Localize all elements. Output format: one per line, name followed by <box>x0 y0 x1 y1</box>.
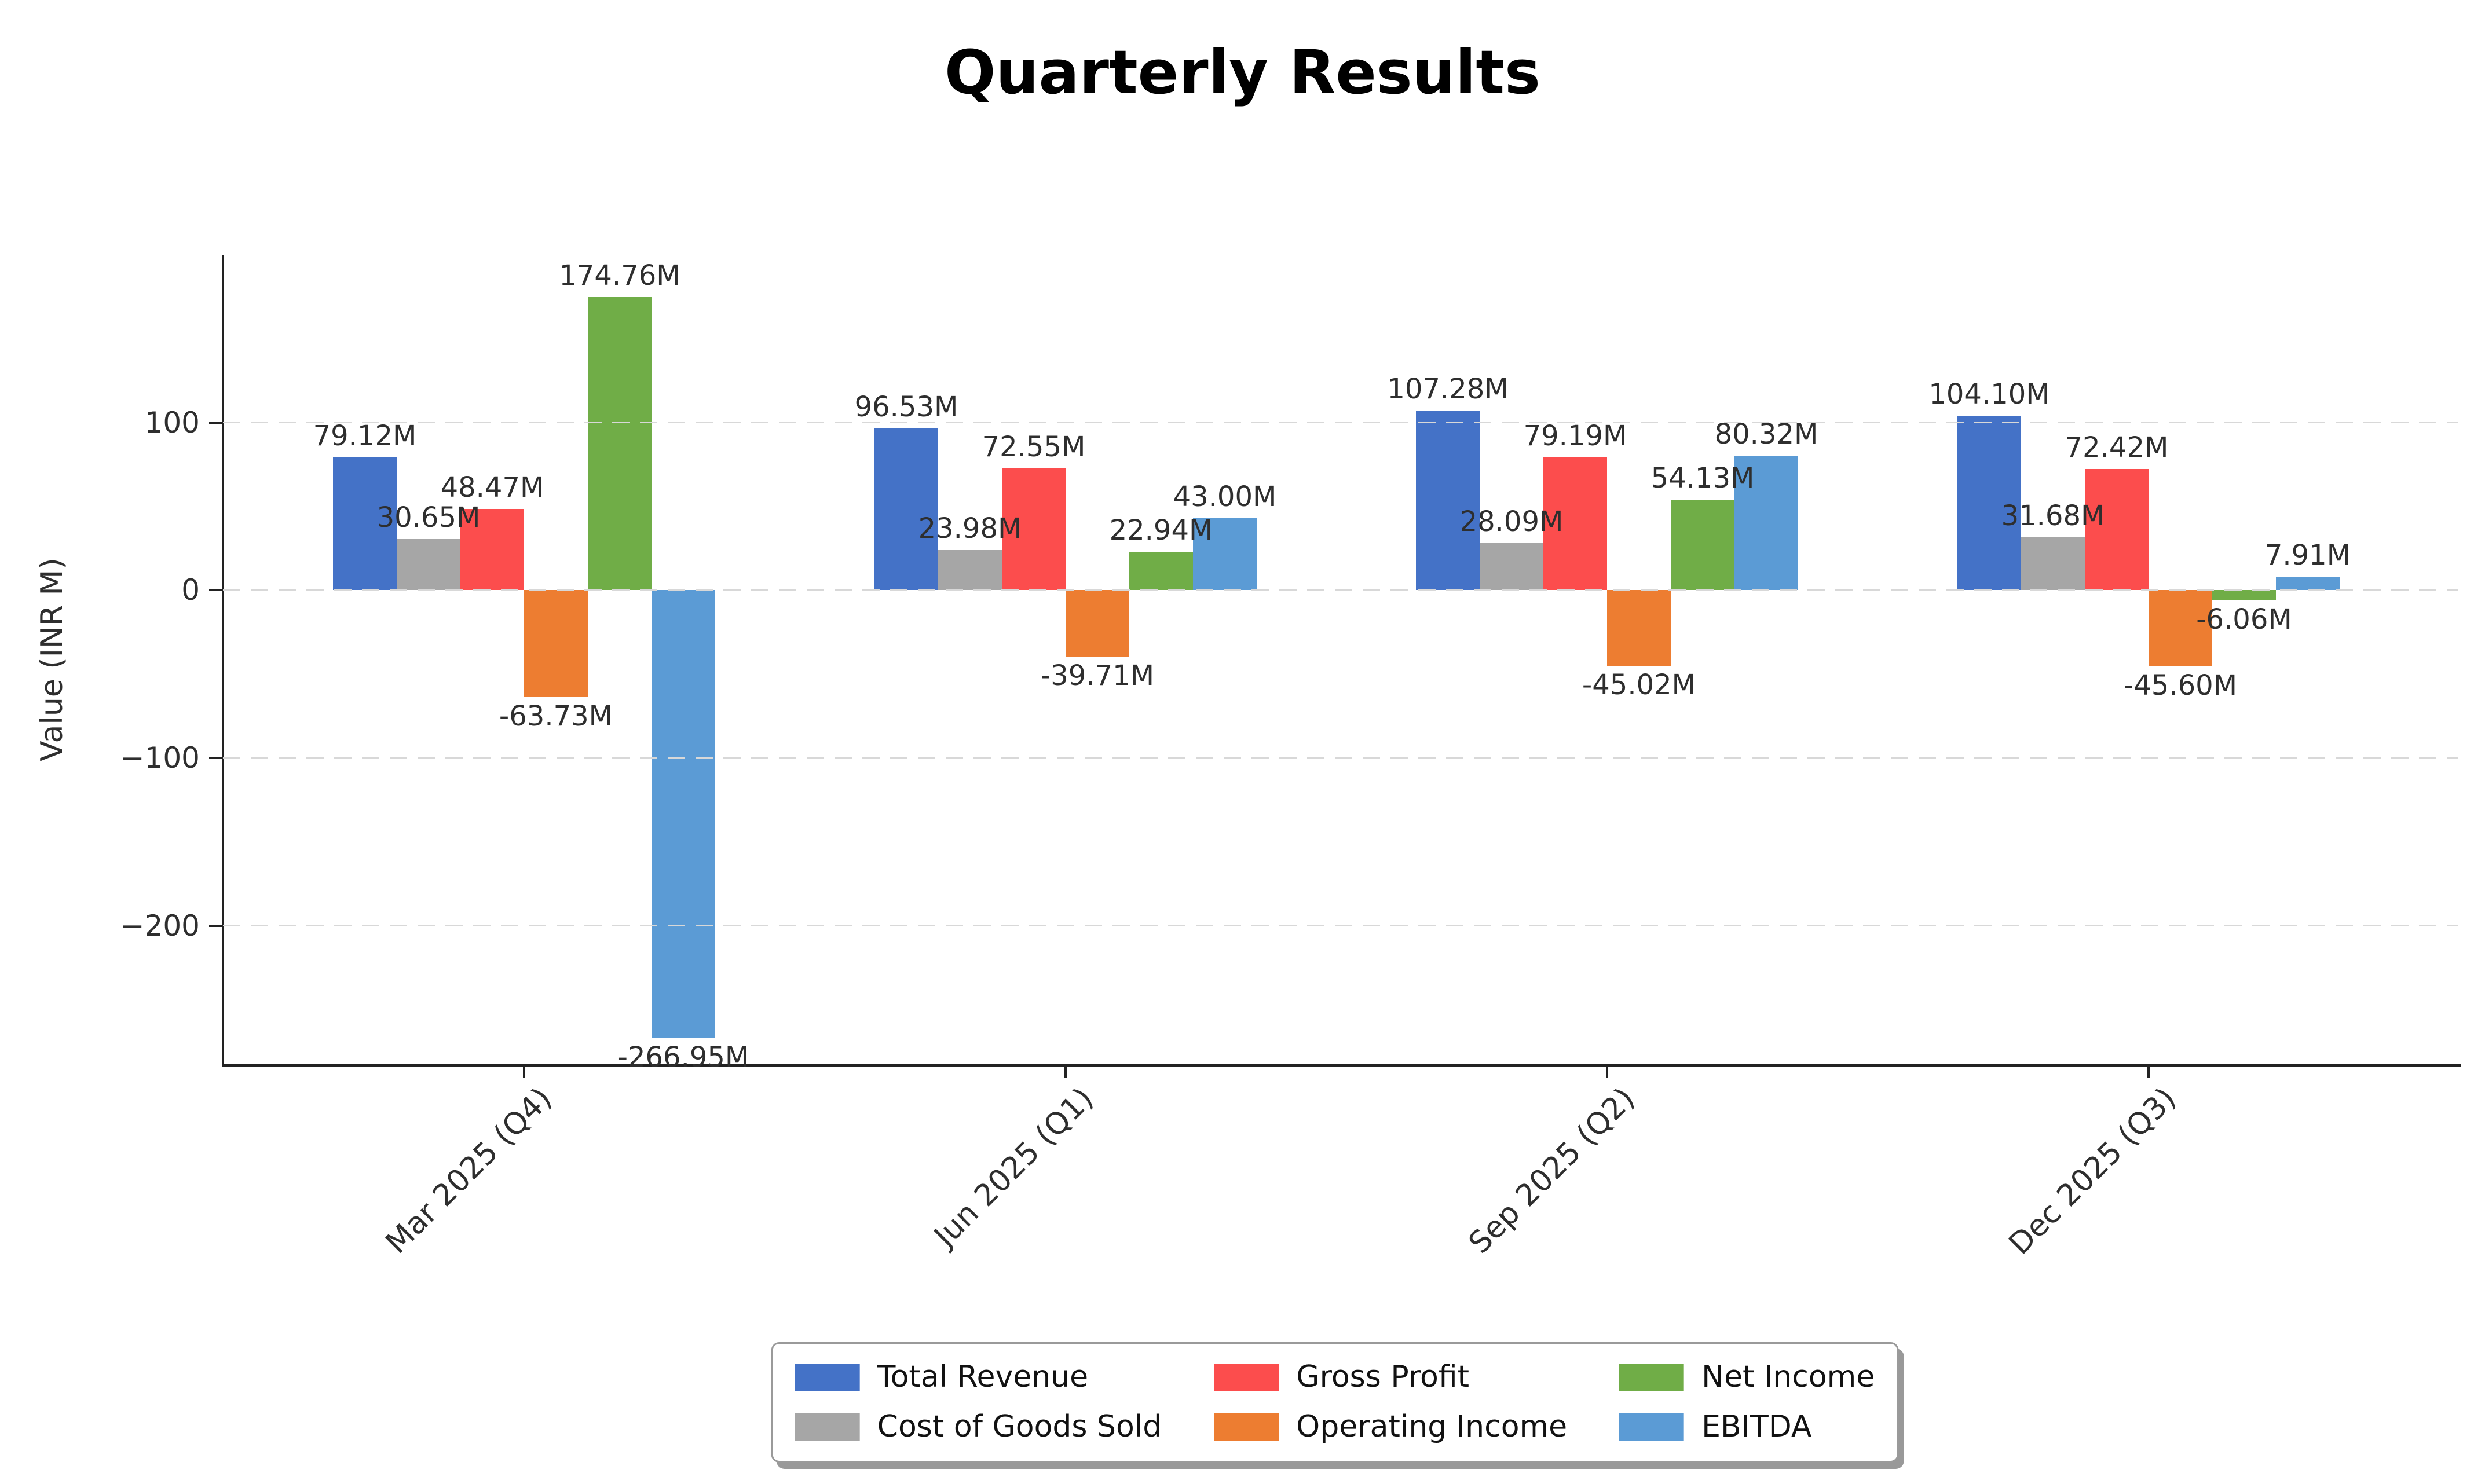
bar <box>1002 468 1066 591</box>
legend-item: Gross Profit <box>1214 1360 1567 1395</box>
legend-column: Gross Profit Operating Income <box>1214 1360 1567 1445</box>
bar <box>1607 590 1671 666</box>
bar-value-label: 28.09M <box>1459 505 1564 538</box>
legend-label: Cost of Goods Sold <box>877 1409 1162 1444</box>
x-tick <box>1064 1064 1067 1078</box>
x-tick <box>523 1064 525 1078</box>
y-tick-label: −100 <box>120 741 200 775</box>
bar-value-label: -45.02M <box>1582 668 1696 701</box>
bar-value-label: 48.47M <box>440 471 544 504</box>
bar-value-label: 43.00M <box>1173 480 1277 513</box>
x-tick-label: Jun 2025 (Q1) <box>927 1081 1100 1254</box>
x-tick-label: Dec 2025 (Q3) <box>2003 1081 2183 1262</box>
bar <box>2021 537 2085 591</box>
bar <box>588 297 652 591</box>
bar-value-label: -39.71M <box>1040 659 1155 692</box>
bar <box>874 428 938 591</box>
bar-value-label: 72.55M <box>982 431 1086 464</box>
legend-label: Net Income <box>1701 1360 1875 1394</box>
y-tick <box>209 589 223 592</box>
gridline <box>223 757 2458 759</box>
bar <box>1543 457 1607 591</box>
legend-swatch <box>1619 1363 1685 1391</box>
bar-value-label: 30.65M <box>376 501 481 534</box>
bar-value-label: 7.91M <box>2264 539 2351 572</box>
gridline <box>223 589 2458 591</box>
x-tick-label: Sep 2025 (Q2) <box>1462 1081 1642 1261</box>
bar-value-label: 72.42M <box>2065 431 2169 464</box>
legend-column: Total Revenue Cost of Goods Sold <box>795 1360 1162 1445</box>
bar-value-label: -6.06M <box>2196 603 2292 636</box>
legend-item: Operating Income <box>1214 1409 1568 1445</box>
legend-item: Total Revenue <box>795 1360 1162 1395</box>
bar <box>1480 543 1543 591</box>
bar <box>2212 590 2276 600</box>
x-tick <box>2147 1064 2150 1078</box>
chart-title: Quarterly Results <box>945 37 1540 108</box>
bar-value-label: 174.76M <box>559 259 680 292</box>
legend-swatch <box>795 1363 860 1391</box>
bar <box>2276 577 2340 591</box>
bar-value-label: 31.68M <box>2001 499 2105 532</box>
y-tick-label: 100 <box>144 405 200 439</box>
x-tick-label: Mar 2025 (Q4) <box>379 1081 559 1261</box>
x-tick <box>1606 1064 1608 1078</box>
legend-label: Gross Profit <box>1296 1360 1470 1394</box>
bar <box>938 549 1002 591</box>
bar <box>1193 518 1257 591</box>
legend-item: Net Income <box>1619 1360 1875 1395</box>
bar <box>2085 468 2149 591</box>
bar <box>652 590 715 1038</box>
bar-value-label: -63.73M <box>499 700 613 733</box>
bar-value-label: -266.95M <box>617 1040 749 1073</box>
bar <box>1734 455 1798 591</box>
legend-item: Cost of Goods Sold <box>795 1409 1162 1445</box>
legend-swatch <box>795 1413 860 1441</box>
y-tick <box>209 421 223 424</box>
y-tick <box>209 924 223 927</box>
bar <box>1671 499 1734 591</box>
legend-swatch <box>1619 1413 1685 1441</box>
y-tick <box>209 757 223 760</box>
y-tick-label: 0 <box>181 573 200 607</box>
bar-value-label: 96.53M <box>854 390 958 423</box>
legend: Total Revenue Cost of Goods Sold Gross Pro… <box>771 1342 1899 1463</box>
bar <box>2149 590 2212 667</box>
bar <box>333 457 397 591</box>
gridline <box>223 925 2458 927</box>
bar-value-label: 54.13M <box>1650 461 1755 494</box>
bar-value-label: -45.60M <box>2123 669 2238 702</box>
bar-value-label: 80.32M <box>1714 417 1818 450</box>
legend-label: EBITDA <box>1701 1409 1812 1444</box>
bar <box>1416 410 1480 591</box>
y-tick-label: −200 <box>120 908 200 943</box>
bar <box>460 508 524 591</box>
legend-swatch <box>1214 1363 1279 1391</box>
legend-label: Operating Income <box>1296 1409 1568 1444</box>
bar-value-label: 22.94M <box>1109 514 1213 547</box>
bar-value-label: 107.28M <box>1387 372 1509 405</box>
gridline <box>223 422 2458 424</box>
legend-swatch <box>1214 1413 1279 1441</box>
bar <box>524 590 588 697</box>
legend-item: EBITDA <box>1619 1409 1875 1445</box>
bar-value-label: 79.12M <box>313 420 417 453</box>
bar-value-label: 23.98M <box>918 512 1022 545</box>
legend-column: Net Income EBITDA <box>1619 1360 1875 1445</box>
bar <box>397 538 460 591</box>
bar-value-label: 104.10M <box>1928 378 2050 411</box>
bar <box>1129 551 1193 591</box>
bar-value-label: 79.19M <box>1523 419 1627 452</box>
legend-label: Total Revenue <box>877 1360 1089 1394</box>
bar <box>1066 590 1129 657</box>
bar <box>1957 415 2021 591</box>
plot-area <box>222 255 2461 1067</box>
